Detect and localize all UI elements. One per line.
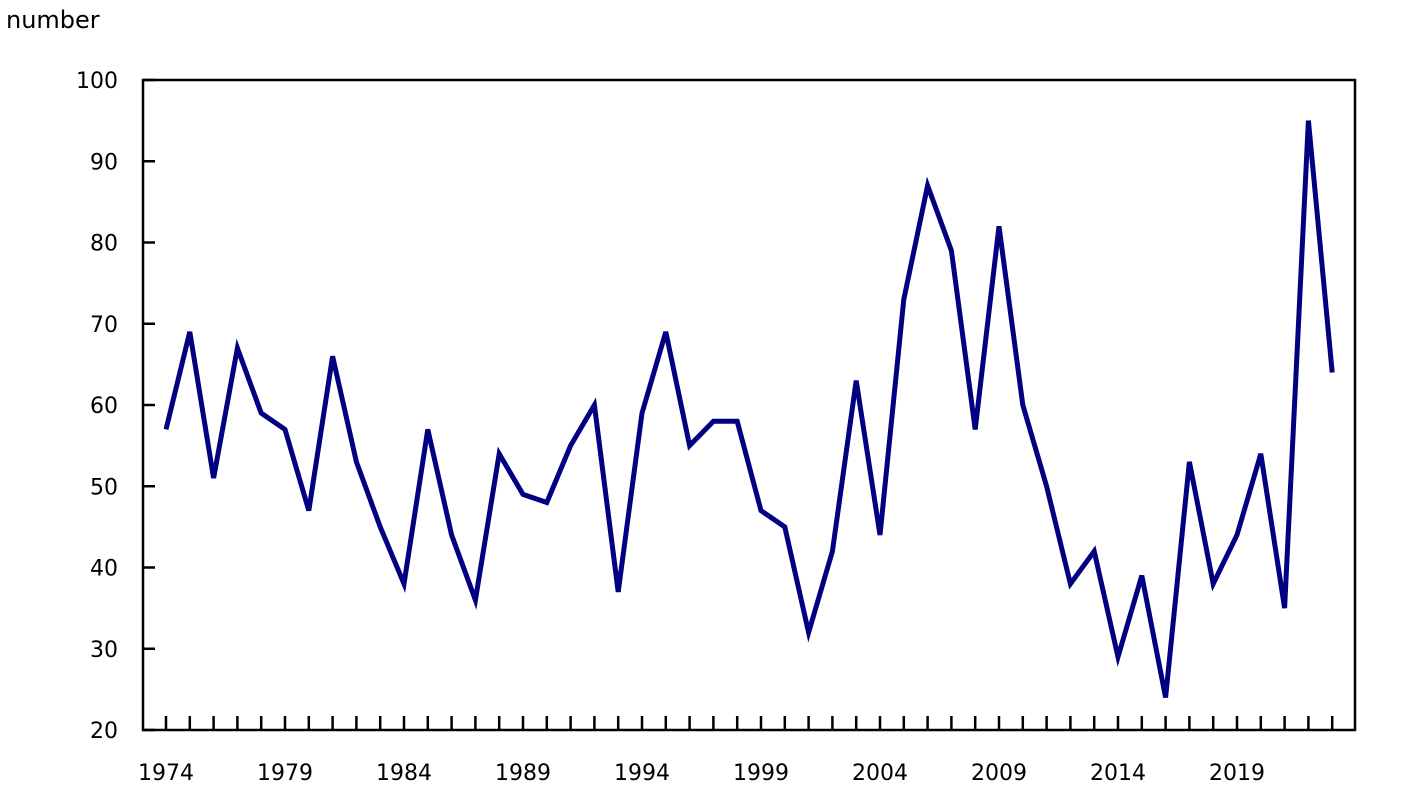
y-tick-label: 60	[90, 394, 118, 419]
y-tick-label: 70	[90, 313, 118, 338]
x-tick-label: 1984	[376, 761, 432, 786]
y-tick-label: 100	[76, 69, 118, 94]
y-tick-label: 90	[90, 150, 118, 175]
plot-frame	[141, 78, 1357, 732]
y-axis: 20 30 40 50 60 70 80 90 100	[76, 69, 155, 744]
y-tick-label: 20	[90, 719, 118, 744]
y-tick-label: 50	[90, 475, 118, 500]
x-tick-label: 1979	[257, 761, 313, 786]
x-tick-label: 1989	[495, 761, 551, 786]
x-tick-label: 1974	[138, 761, 194, 786]
data-line	[163, 120, 1335, 698]
y-tick-label: 30	[90, 638, 118, 663]
x-tick-label: 1999	[733, 761, 789, 786]
x-tick-label: 2019	[1209, 761, 1265, 786]
x-axis: 1974 1979 1984 1989 1994 1999 2004 2009 2014 2019	[138, 716, 1334, 786]
x-tick-label: 2004	[852, 761, 908, 786]
x-tick-label: 1994	[614, 761, 670, 786]
x-tick-label: 2014	[1090, 761, 1146, 786]
y-tick-label: 40	[90, 557, 118, 582]
y-axis-label: number	[6, 6, 100, 34]
y-tick-label: 80	[90, 232, 118, 257]
x-tick-label: 2009	[971, 761, 1027, 786]
